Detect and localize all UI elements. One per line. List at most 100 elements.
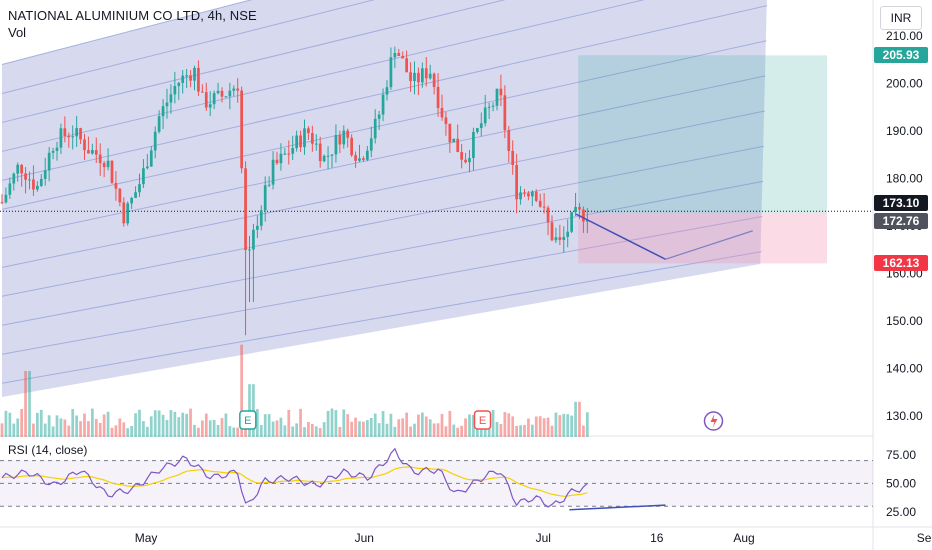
candle-body xyxy=(303,128,306,148)
candle-body xyxy=(232,88,236,91)
candle-body xyxy=(550,222,554,241)
candle-body xyxy=(448,123,452,143)
candle-body xyxy=(181,75,185,83)
candle-body xyxy=(365,150,369,160)
volume-bar xyxy=(35,412,39,437)
channel-line xyxy=(1,216,763,355)
candle-body xyxy=(566,231,570,237)
volume-bar xyxy=(165,419,169,437)
candle-body xyxy=(409,72,412,82)
volume-bar xyxy=(130,426,134,437)
volume-bar xyxy=(310,423,314,437)
volume-bar xyxy=(546,417,550,437)
candle-body xyxy=(200,91,204,93)
volume-bar xyxy=(283,425,287,437)
volume-bar xyxy=(110,427,114,437)
volume-bar xyxy=(267,414,271,437)
volume-bar xyxy=(87,421,90,437)
time-tick-label: Aug xyxy=(733,531,754,545)
target-zone xyxy=(578,55,827,213)
candle-body xyxy=(149,150,153,167)
volume-bar xyxy=(350,421,354,437)
volume-bar xyxy=(472,415,475,437)
candle-body xyxy=(28,179,31,181)
candle-body xyxy=(12,173,16,184)
candle-body xyxy=(204,92,208,108)
price-tag-entry: 172.76 xyxy=(874,212,928,229)
lightning-icon xyxy=(710,414,718,428)
symbol-title: NATIONAL ALUMINIUM CO LTD, 4h, NSE xyxy=(8,8,257,23)
candle-body xyxy=(63,128,67,136)
candle-body xyxy=(248,249,251,251)
candle-body xyxy=(94,150,98,155)
candle-body xyxy=(401,55,405,59)
candle-body xyxy=(472,131,475,158)
volume-bar xyxy=(279,417,283,437)
stop-zone xyxy=(578,212,827,264)
candle-body xyxy=(558,237,562,240)
candle-body xyxy=(460,152,463,160)
volume-bar xyxy=(138,409,141,437)
volume-bar xyxy=(417,414,420,437)
volume-bar xyxy=(389,413,393,437)
volume-bar xyxy=(554,412,558,437)
volume-bar xyxy=(362,421,365,437)
volume-bar xyxy=(114,425,118,437)
time-tick-label: May xyxy=(135,531,158,545)
volume-bar xyxy=(401,418,405,437)
candle-body xyxy=(354,155,357,161)
candle-body xyxy=(346,130,350,138)
candle-body xyxy=(106,160,110,168)
volume-bar xyxy=(495,421,499,437)
candle-body xyxy=(436,86,440,109)
price-tick-label: 210.00 xyxy=(886,29,923,43)
price-tag-current: 173.10 xyxy=(874,195,928,212)
candle-body xyxy=(283,153,287,155)
currency-button[interactable]: INR xyxy=(880,6,922,30)
volume-bar xyxy=(122,422,126,437)
volume-bar xyxy=(220,418,224,437)
volume-bar xyxy=(102,414,106,437)
candle-body xyxy=(342,130,346,145)
volume-bar xyxy=(527,418,530,437)
volume-bar xyxy=(420,412,424,437)
volume-bar xyxy=(228,426,232,437)
candle-body xyxy=(126,203,130,224)
candle-body xyxy=(114,182,118,189)
candle-body xyxy=(98,154,102,164)
volume-bar xyxy=(499,424,503,437)
candle-body xyxy=(55,147,59,151)
candle-body xyxy=(334,135,338,155)
candle-body xyxy=(24,173,27,180)
candle-body xyxy=(546,207,550,223)
volume-bar xyxy=(515,425,518,437)
time-tick-label: Jun xyxy=(355,531,374,545)
volume-bar xyxy=(405,412,408,437)
candle-body xyxy=(271,159,275,185)
candle-body xyxy=(515,165,518,200)
candle-body xyxy=(228,90,232,97)
volume-bar xyxy=(334,410,338,437)
volume-bar xyxy=(75,415,79,437)
volume-bar xyxy=(464,418,467,437)
candle-body xyxy=(145,166,149,169)
volume-bar xyxy=(216,424,220,437)
candle-body xyxy=(295,135,299,149)
candle-body xyxy=(122,202,126,224)
candle-body xyxy=(102,163,106,168)
volume-bar xyxy=(134,413,137,437)
channel-line xyxy=(1,145,764,297)
candle-body xyxy=(16,164,20,174)
volume-bar xyxy=(169,410,173,437)
volume-bar xyxy=(354,417,357,437)
candle-body xyxy=(59,128,63,148)
candle-body xyxy=(578,206,581,210)
channel-line xyxy=(1,5,768,181)
volume-bar xyxy=(55,415,59,437)
candle-body xyxy=(393,53,397,58)
price-tag-target: 205.93 xyxy=(874,47,928,64)
volume-bar xyxy=(291,426,295,437)
volume-bar xyxy=(303,427,306,437)
candle-body xyxy=(165,102,169,107)
